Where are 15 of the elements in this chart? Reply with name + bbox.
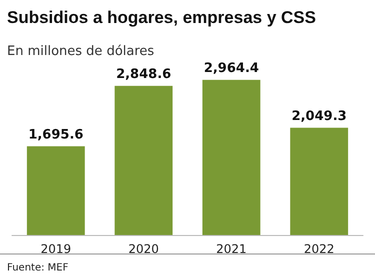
x-tick-label: 2022 [304, 242, 334, 256]
bar [26, 146, 85, 235]
chart-subtitle: En millones de dólares [7, 44, 154, 59]
data-label: 2,848.6 [116, 66, 172, 82]
source-note: Fuente: MEF [7, 262, 69, 274]
x-tick-label: 2021 [216, 242, 247, 256]
x-tick-label: 2020 [128, 242, 159, 256]
bar [202, 80, 260, 235]
data-label: 1,695.6 [28, 127, 84, 142]
data-label: 2,964.4 [204, 60, 259, 76]
bar [290, 128, 348, 235]
bar [114, 86, 173, 235]
x-tick-label: 2019 [40, 242, 72, 256]
data-label: 2,049.3 [292, 108, 347, 124]
chart-title: Subsidios a hogares, empresas y CSS [7, 8, 316, 27]
